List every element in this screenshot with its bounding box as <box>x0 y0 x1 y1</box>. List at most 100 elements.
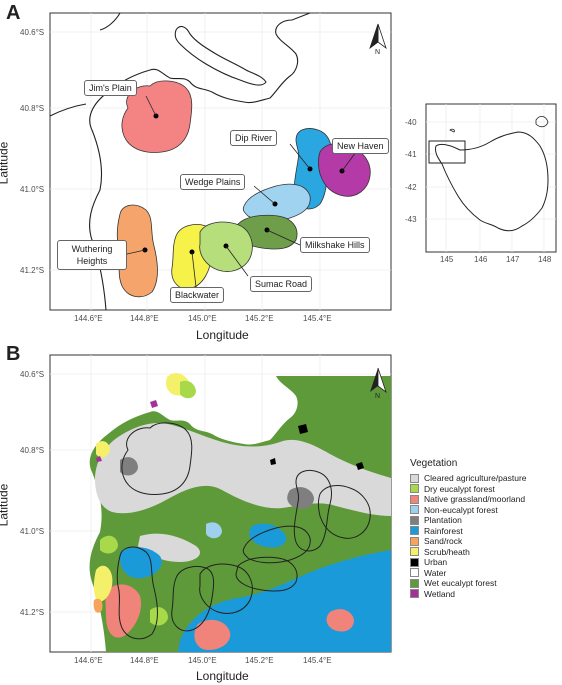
panel-b-vegetation-map <box>49 354 392 653</box>
inset-xtick-2: 146 <box>474 255 488 264</box>
b-xtick-1: 144.6°E <box>74 656 103 665</box>
panel-b-label: B <box>6 343 21 365</box>
site-label-milkshake-hills: Milkshake Hills <box>300 237 370 253</box>
coastline <box>89 12 311 311</box>
site-label-blackwater: Blackwater <box>170 287 225 303</box>
inset-ytick-1: -40 <box>405 118 417 127</box>
legend-item: Non-eucalypt forest <box>410 505 527 516</box>
legend-item: Wet eucalypt forest <box>410 578 527 589</box>
land-plantation <box>287 487 314 509</box>
b-ytick-4: 41.2°S <box>20 608 45 617</box>
legend-label: Native grassland/moorland <box>424 494 526 505</box>
legend-label: Wet eucalypt forest <box>424 578 497 589</box>
a-ytick-2: 40.8°S <box>20 104 45 113</box>
land-scrub <box>93 565 113 602</box>
legend-label: Cleared agriculture/pasture <box>424 473 527 484</box>
north-arrow-a <box>369 23 387 50</box>
legend-item: Rainforest <box>410 526 527 537</box>
b-x-title: Longitude <box>196 669 249 683</box>
island-north <box>174 25 267 86</box>
legend-swatch <box>410 484 419 494</box>
legend-item: Cleared agriculture/pasture <box>410 473 527 484</box>
legend-swatch <box>410 568 419 578</box>
inset-xtick-3: 147 <box>506 255 520 264</box>
legend-item: Native grassland/moorland <box>410 494 527 505</box>
land-urban-2 <box>356 462 364 470</box>
legend-label: Dry eucalypt forest <box>424 483 495 494</box>
a-xtick-3: 145.0°E <box>188 314 217 323</box>
land-dry-eucalypt-3 <box>150 607 168 626</box>
panel-a-label: A <box>6 2 21 24</box>
tasmania-outline <box>435 131 549 232</box>
b-xtick-4: 145.2°E <box>245 656 274 665</box>
legend-label: Non-eucalypt forest <box>424 504 498 515</box>
inset-ytick-4: -43 <box>405 215 417 224</box>
land-dry-eucalypt <box>100 535 118 554</box>
b-xtick-2: 144.8°E <box>130 656 159 665</box>
north-arrow-b <box>370 367 387 394</box>
a-ytick-4: 41.2°S <box>20 266 45 275</box>
legend-item: Urban <box>410 557 527 568</box>
a-xtick-4: 145.2°E <box>245 314 274 323</box>
inset-ytick-2: -41 <box>405 150 417 159</box>
island-small <box>99 12 121 31</box>
legend-item: Scrub/heath <box>410 547 527 558</box>
a-ytick-3: 41.0°S <box>20 185 45 194</box>
a-xtick-2: 144.8°E <box>130 314 159 323</box>
legend-swatch <box>410 515 419 525</box>
legend-label: Water <box>424 567 447 578</box>
inset-extent-box <box>428 140 466 164</box>
b-ytick-1: 40.6°S <box>20 370 45 379</box>
legend-swatch <box>410 494 419 504</box>
land-wetland <box>150 400 158 408</box>
legend-label: Sand/rock <box>424 536 463 547</box>
site-label-jims-plain: Jim's Plain <box>84 80 137 96</box>
site-label-new-haven: New Haven <box>332 138 389 154</box>
coastline-west <box>49 103 87 117</box>
b-y-title: Latitude <box>0 483 11 527</box>
b-north-label: N <box>375 393 381 400</box>
legend-item: Sand/rock <box>410 536 527 547</box>
legend-swatch <box>410 547 419 557</box>
a-ytick-1: 40.6°S <box>20 28 45 37</box>
b-ytick-3: 41.0°S <box>20 527 45 536</box>
legend-swatch <box>410 536 419 546</box>
inset-map <box>425 103 557 253</box>
a-xtick-5: 145.4°E <box>303 314 332 323</box>
land-grassland-2 <box>194 619 231 650</box>
land-sand <box>93 598 103 613</box>
land-dry-eucalypt-2 <box>180 380 196 399</box>
legend-label: Wetland <box>424 588 456 599</box>
legend-swatch <box>410 557 419 567</box>
land-urban <box>298 424 308 434</box>
land-wetland-2 <box>96 456 102 462</box>
legend-swatch <box>410 505 419 515</box>
legend-title: Vegetation <box>410 458 458 469</box>
b-xtick-5: 145.4°E <box>303 656 332 665</box>
legend-swatch <box>410 589 419 599</box>
legend-label: Plantation <box>424 515 462 526</box>
a-y-title: Latitude <box>0 141 11 185</box>
legend-label: Urban <box>424 557 448 568</box>
legend-label: Scrub/heath <box>424 546 470 557</box>
vegetation-legend: Vegetation Cleared agriculture/pasture Dr… <box>410 458 527 599</box>
a-north-label: N <box>375 49 381 56</box>
land-scrub-3 <box>96 441 110 458</box>
a-xtick-1: 144.6°E <box>74 314 103 323</box>
b-ytick-2: 40.8°S <box>20 446 45 455</box>
site-label-wuthering-heights: Wuthering Heights <box>57 240 127 270</box>
a-x-title: Longitude <box>196 328 249 342</box>
site-label-wedge-plains: Wedge Plains <box>180 174 246 190</box>
legend-item: Plantation <box>410 515 527 526</box>
site-outlines-b <box>116 422 371 640</box>
land-grassland <box>105 584 142 638</box>
legend-item: Dry eucalypt forest <box>410 484 527 495</box>
legend-swatch <box>410 526 419 536</box>
legend-swatch <box>410 578 419 588</box>
legend-label: Rainforest <box>424 525 463 536</box>
land-grassland-3 <box>326 609 354 632</box>
land-rainforest-3 <box>249 523 287 548</box>
land-urban-3 <box>270 458 276 465</box>
inset-xtick-1: 145 <box>440 255 454 264</box>
legend-swatch <box>410 473 419 483</box>
